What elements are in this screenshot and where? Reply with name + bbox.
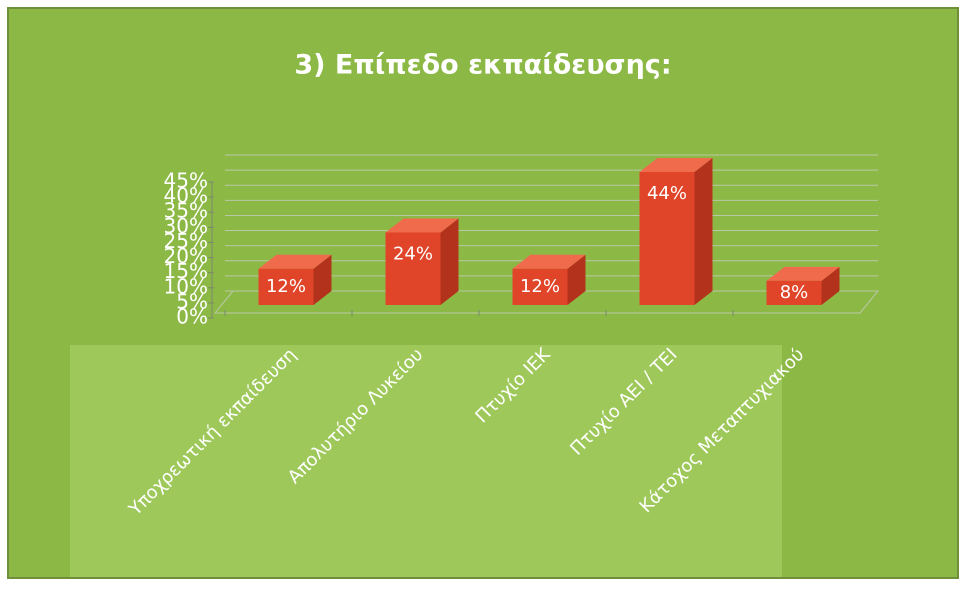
bar-side [694, 158, 713, 305]
value-label: 12% [520, 276, 560, 297]
bar [258, 268, 314, 305]
bar-side [440, 218, 459, 305]
y-tick-label: 20% [164, 244, 208, 268]
value-label: 12% [266, 276, 306, 297]
y-tick-label: 5% [176, 289, 208, 313]
value-label: 44% [647, 183, 687, 204]
y-tick-label: 35% [164, 199, 208, 223]
bar-top [766, 266, 840, 281]
bar [512, 268, 568, 305]
y-tick-label: 25% [164, 229, 208, 253]
bar [385, 232, 441, 305]
label-area [70, 345, 782, 577]
bar-top [512, 254, 586, 269]
bar-side [567, 254, 586, 305]
y-tick-label: 10% [164, 274, 208, 298]
y-tick-label: 15% [164, 259, 208, 283]
y-tick-label: 0% [176, 305, 208, 329]
bar-side [313, 254, 332, 305]
y-tick-label: 45% [164, 169, 208, 193]
bar-side [821, 266, 840, 305]
value-label: 24% [393, 243, 433, 264]
bar-top [385, 218, 459, 233]
bar-top [639, 158, 713, 173]
y-tick-label: 40% [164, 184, 208, 208]
bar [766, 280, 822, 305]
y-tick-label: 30% [164, 214, 208, 238]
chart-title: 3) Επίπεδο εκπαίδευσης: [294, 50, 671, 81]
value-label: 8% [780, 282, 809, 303]
bar [639, 172, 695, 305]
bar-top [258, 254, 332, 269]
floor [213, 290, 880, 314]
